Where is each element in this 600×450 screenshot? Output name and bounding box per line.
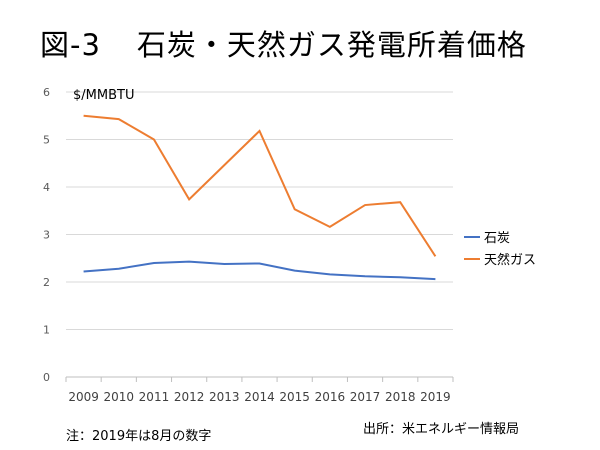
x-tick-label: 2017 [350,390,381,404]
x-tick-label: 2010 [103,390,134,404]
x-tick-label: 2012 [174,390,205,404]
title-text: 石炭・天然ガス発電所着価格 [136,28,527,62]
x-tick-label: 2013 [209,390,240,404]
legend-label: 天然ガス [484,253,537,268]
y-tick-label: 0 [43,371,50,384]
y-tick-label: 1 [43,324,50,337]
y-tick-label: 5 [43,134,50,147]
x-tick-label: 2019 [420,390,451,404]
y-tick-label: 6 [43,86,50,99]
legend-swatch [464,257,480,260]
footnote: 注：2019年は8月の数字 [66,429,212,444]
figure-number: 図-3 [40,28,101,62]
x-tick-label: 2009 [68,390,99,404]
x-tick-label: 2018 [385,390,416,404]
x-tick-label: 2015 [279,390,310,404]
legend-swatch [464,235,480,238]
x-tick-label: 2014 [244,390,275,404]
x-tick-label: 2011 [139,390,170,404]
chart-title: 図-3 石炭・天然ガス発電所着価格 [40,22,527,64]
legend-item: 天然ガス [464,249,536,268]
series-line-0 [83,260,436,281]
y-tick-label: 4 [43,181,50,194]
legend-label: 石炭 [484,231,511,246]
y-axis-unit: $/MMBTU [73,88,135,103]
source-note: 出所：米エネルギー情報局 [363,422,520,437]
series-line-1 [83,114,437,257]
y-tick-label: 2 [43,276,50,289]
x-tick-label: 2016 [315,390,346,404]
legend-item: 石炭 [464,227,510,246]
y-tick-label: 3 [43,229,50,242]
